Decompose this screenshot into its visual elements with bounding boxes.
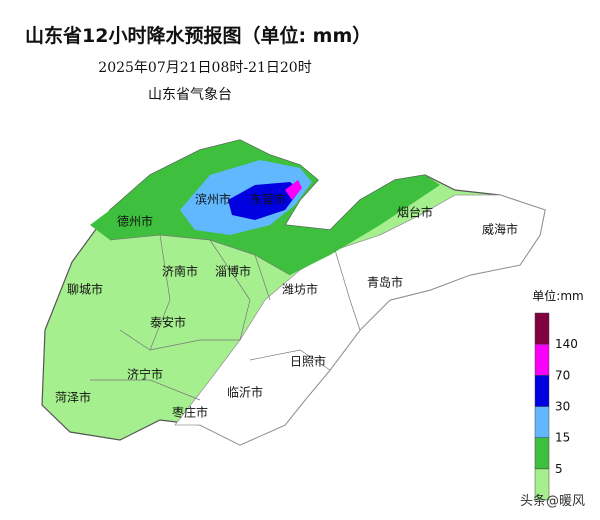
legend: 单位:mm 5 15 30 70 140	[532, 288, 584, 501]
legend-unit: 单位:mm	[532, 288, 583, 303]
city-label: 日照市	[290, 354, 326, 369]
city-label: 青岛市	[367, 275, 403, 290]
legend-swatch	[534, 375, 550, 407]
city-label: 临沂市	[227, 385, 263, 400]
legend-tick-label: 15	[555, 431, 570, 445]
legend-swatch	[534, 343, 550, 376]
legend-tick-label: 30	[555, 400, 570, 414]
legend-swatch	[534, 406, 550, 438]
city-label: 潍坊市	[282, 282, 318, 297]
province	[41, 139, 546, 446]
city-label: 济南市	[162, 264, 198, 279]
city-label: 烟台市	[397, 205, 433, 220]
title: 山东省12小时降水预报图（单位: mm）	[25, 24, 371, 47]
rain-30-70	[228, 182, 300, 220]
city-label: 威海市	[482, 222, 518, 237]
city-label: 泰安市	[150, 315, 186, 330]
watermark: 头条@暖风	[520, 493, 585, 509]
legend-tick-label: 140	[555, 337, 578, 351]
city-label: 东营市	[250, 192, 286, 207]
city-label: 聊城市	[67, 282, 103, 297]
borders	[90, 234, 361, 401]
city-label: 枣庄市	[172, 405, 208, 420]
legend-tick-label: 70	[555, 368, 570, 382]
city-label: 菏泽市	[55, 390, 91, 405]
period: 2025年07月21日08时-21日20时	[98, 60, 311, 76]
issuer: 山东省气象台	[148, 87, 232, 103]
legend-swatch	[534, 312, 550, 345]
legend-swatch	[534, 437, 550, 470]
dry-area	[174, 194, 546, 446]
legend-tick-label: 5	[555, 462, 563, 476]
city-label: 济宁市	[127, 367, 163, 382]
city-label: 德州市	[117, 214, 153, 229]
city-label: 滨州市	[195, 192, 231, 207]
rain-70-140	[285, 180, 302, 200]
city-label: 淄博市	[215, 264, 251, 279]
